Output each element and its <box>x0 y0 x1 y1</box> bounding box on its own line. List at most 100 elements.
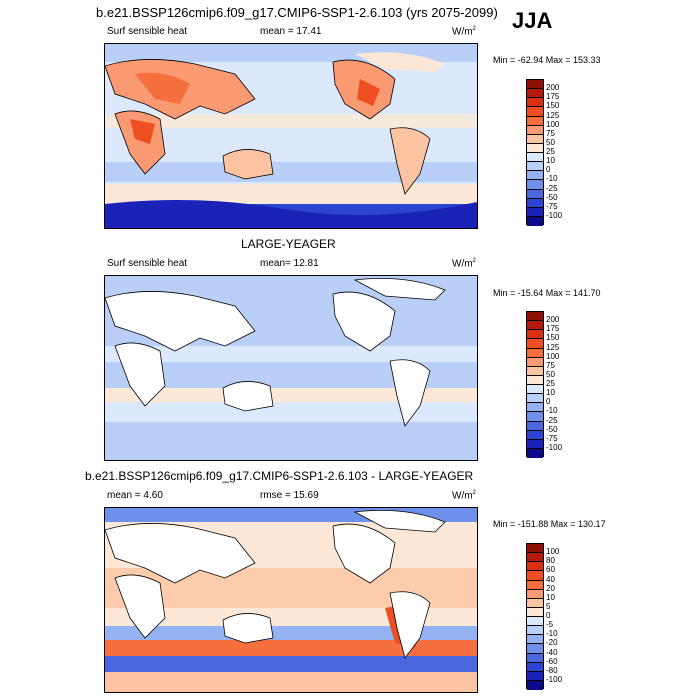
colorbar-segment <box>527 448 543 458</box>
colorbar-segment <box>527 662 543 672</box>
colorbar-segment <box>527 375 543 385</box>
colorbar-tick-label: -75 <box>546 433 558 443</box>
colorbar-tick-label: 100 <box>546 351 560 361</box>
colorbar-tick-label: 175 <box>546 92 560 102</box>
colorbar-tick-label: 200 <box>546 315 560 325</box>
panel3-map-field <box>104 508 477 692</box>
colorbar-tick-label: 50 <box>546 369 555 379</box>
colorbar-segment <box>527 562 543 572</box>
panel1-mean: mean = 17.41 <box>260 26 322 37</box>
colorbar-tick-label: -10 <box>546 629 558 639</box>
colorbar-tick-label: -50 <box>546 424 558 434</box>
colorbar-tick-label: -20 <box>546 638 558 648</box>
colorbar-tick-label: 0 <box>546 611 551 620</box>
colorbar-tick-label: 150 <box>546 333 560 343</box>
colorbar-tick-label: 25 <box>546 379 555 388</box>
colorbar-segment <box>527 680 543 690</box>
panel2-title: LARGE-YEAGER <box>241 237 336 251</box>
colorbar-tick-label: -60 <box>546 656 558 666</box>
colorbar-tick-label: -25 <box>546 183 558 193</box>
colorbar-segment <box>527 321 543 331</box>
colorbar-tick-label: 25 <box>546 147 555 156</box>
colorbar-segment <box>527 357 543 367</box>
colorbar-tick-label: -50 <box>546 192 558 202</box>
colorbar-tick-label: 50 <box>546 137 555 147</box>
colorbar-segment <box>527 635 543 645</box>
colorbar-tick-label: 75 <box>546 128 555 138</box>
colorbar-tick-label: -10 <box>546 174 558 184</box>
colorbar-tick-label: 10 <box>546 592 555 602</box>
colorbar-segment <box>527 544 543 554</box>
colorbar-segment <box>527 553 543 563</box>
colorbar-tick-label: 175 <box>546 324 560 334</box>
colorbar-tick-label: -80 <box>546 665 558 675</box>
colorbar-tick-label: 80 <box>546 556 555 566</box>
colorbar-segment <box>527 366 543 376</box>
panel2-colorbar <box>526 311 544 458</box>
panel1-minmax: Min = -62.94 Max = 153.33 <box>493 55 601 65</box>
colorbar-segment <box>527 207 543 217</box>
colorbar-segment <box>527 421 543 431</box>
colorbar-segment <box>527 189 543 199</box>
panel1-units: W/m2 <box>452 26 476 38</box>
colorbar-tick-label: -100 <box>546 674 563 684</box>
colorbar-tick-label: 125 <box>546 342 560 352</box>
colorbar-tick-label: -25 <box>546 415 558 425</box>
colorbar-segment <box>527 589 543 599</box>
colorbar-segment <box>527 143 543 153</box>
colorbar-tick-label: 5 <box>546 601 551 611</box>
panel2-map-field <box>104 276 477 460</box>
colorbar-segment <box>527 598 543 608</box>
colorbar-segment <box>527 162 543 172</box>
panel1-map <box>104 43 478 229</box>
panel1-variable: Surf sensible heat <box>107 26 188 37</box>
colorbar-segment <box>527 571 543 581</box>
colorbar-tick-label: 20 <box>546 583 555 593</box>
colorbar-segment <box>527 180 543 190</box>
panel3-rmse: rmse = 15.69 <box>260 490 319 501</box>
colorbar-segment <box>527 339 543 349</box>
colorbar-tick-label: 10 <box>546 388 555 398</box>
panel2-units: W/m2 <box>452 258 476 270</box>
colorbar-tick-label: 125 <box>546 110 560 120</box>
colorbar-segment <box>527 607 543 617</box>
colorbar-tick-label: 200 <box>546 83 560 93</box>
colorbar-tick-label: 60 <box>546 565 555 575</box>
colorbar-segment <box>527 134 543 144</box>
colorbar-segment <box>527 330 543 340</box>
panel3-units: W/m2 <box>452 490 476 502</box>
panel3-title: b.e21.BSSP126cmip6.f09_g17.CMIP6-SSP1-2.… <box>85 469 474 483</box>
colorbar-tick-label: 75 <box>546 360 555 370</box>
panel1-colorbar <box>526 79 544 226</box>
panel1-map-field <box>104 44 477 228</box>
colorbar-segment <box>527 394 543 404</box>
panel3-mean: mean = 4.60 <box>107 490 163 501</box>
colorbar-segment <box>527 439 543 449</box>
colorbar-segment <box>527 671 543 681</box>
colorbar-tick-label: 100 <box>546 119 560 129</box>
colorbar-segment <box>527 153 543 163</box>
colorbar-tick-label: 40 <box>546 574 555 584</box>
panel2-map <box>104 275 478 461</box>
colorbar-tick-label: -100 <box>546 442 563 452</box>
panel2-mean: mean= 12.81 <box>260 258 319 269</box>
panel2-variable: Surf sensible heat <box>107 258 188 269</box>
colorbar-segment <box>527 216 543 226</box>
colorbar-segment <box>527 171 543 181</box>
colorbar-tick-label: 100 <box>546 547 560 557</box>
panel1-title: b.e21.BSSP126cmip6.f09_g17.CMIP6-SSP1-2.… <box>96 5 498 20</box>
colorbar-tick-label: 10 <box>546 156 555 166</box>
colorbar-tick-label: -40 <box>546 647 558 657</box>
panel3-map <box>104 507 478 693</box>
colorbar-segment <box>527 80 543 90</box>
colorbar-segment <box>527 385 543 395</box>
colorbar-segment <box>527 98 543 108</box>
season-label: JJA <box>512 8 553 33</box>
colorbar-segment <box>527 348 543 358</box>
colorbar-tick-label: -75 <box>546 201 558 211</box>
colorbar-segment <box>527 125 543 135</box>
colorbar-segment <box>527 412 543 422</box>
colorbar-segment <box>527 403 543 413</box>
colorbar-tick-label: -5 <box>546 620 554 630</box>
panel3-colorbar <box>526 543 544 690</box>
